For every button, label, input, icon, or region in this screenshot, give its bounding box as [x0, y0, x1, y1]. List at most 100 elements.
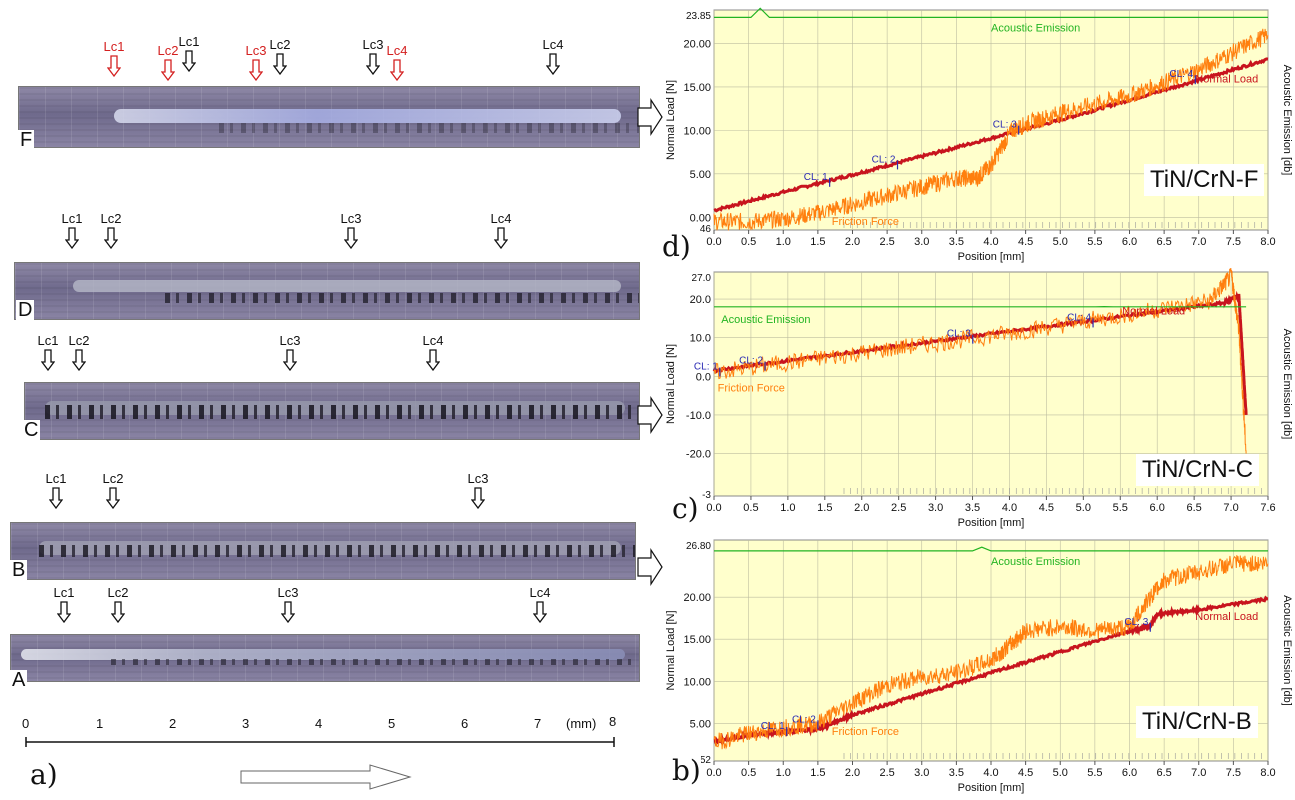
- connector-arrow: [637, 548, 663, 586]
- sample-label-f: F: [18, 130, 34, 150]
- x-tick-label: 7.5: [1226, 767, 1241, 779]
- x-tick-label: 0.0: [706, 236, 721, 248]
- x-tick-label: 0.0: [706, 767, 721, 779]
- scale-bar: [20, 734, 620, 750]
- chart-tag: TiN/CrN-F: [1144, 164, 1264, 196]
- label-normal-load: Normal Load: [1195, 74, 1258, 86]
- micrograph-f: [18, 86, 640, 148]
- x-tick-label: 7.0: [1223, 502, 1238, 514]
- scale-tick: 1: [96, 716, 103, 731]
- x-tick-label: 4.0: [983, 236, 998, 248]
- x-tick-label: 3.0: [914, 236, 929, 248]
- critical-load-label: CL: 1: [761, 721, 785, 732]
- marker-a-lc1: Lc1: [46, 586, 82, 623]
- y-tick-label: 20.0: [690, 294, 711, 306]
- marker-c-lc4: Lc4: [415, 334, 451, 371]
- micrograph-panel: F Lc1 Lc2 Lc1 Lc3 Lc2 Lc3 Lc4 Lc4 D Lc1 …: [0, 0, 650, 797]
- x-tick-label: 6.5: [1186, 502, 1201, 514]
- x-tick-label: 5.0: [1076, 502, 1091, 514]
- x-tick-label: 2.0: [845, 767, 860, 779]
- y-tick-label: -10.0: [686, 410, 711, 422]
- sample-label-a: A: [10, 670, 27, 690]
- critical-load-label: CL: 3: [947, 329, 971, 340]
- label-acoustic-emission: Acoustic Emission: [991, 556, 1080, 568]
- x-tick-label: 3.5: [949, 767, 964, 779]
- label-friction-force: Friction Force: [718, 383, 785, 395]
- x-tick-label: 4.0: [1002, 502, 1017, 514]
- y-top-label: 26.80: [686, 541, 711, 552]
- y-tick-label: 5.00: [690, 169, 711, 181]
- micrograph-d: [14, 262, 640, 320]
- x-tick-label: 1.5: [810, 767, 825, 779]
- x-tick-label: 5.5: [1087, 767, 1102, 779]
- marker-c-lc2: Lc2: [61, 334, 97, 371]
- x-tick-label: 3.5: [965, 502, 980, 514]
- critical-load-label: CL: 4: [1169, 69, 1193, 80]
- critical-load-label: CL: 3: [993, 120, 1017, 131]
- y-axis-label: Normal Load [N]: [665, 344, 677, 424]
- x-tick-label: 1.0: [780, 502, 795, 514]
- critical-load-label: CL: 1: [694, 361, 718, 372]
- y2-axis-label: Acoustic Emission [db]: [1281, 65, 1292, 176]
- scale-tick: 6: [461, 716, 468, 731]
- marker-a-lc4: Lc4: [522, 586, 558, 623]
- critical-load-label: CL: 2: [872, 154, 896, 165]
- x-tick-label: 7.0: [1191, 767, 1206, 779]
- x-tick-label: 5.5: [1113, 502, 1128, 514]
- micrograph-a: [10, 634, 640, 682]
- x-tick-label: 1.0: [776, 767, 791, 779]
- critical-load-label: CL: 4: [1067, 312, 1091, 323]
- panel-label-a: a): [30, 758, 58, 791]
- y-tick-label: 10.00: [683, 676, 711, 688]
- scale-unit: (mm): [566, 716, 596, 731]
- marker-b-lc2: Lc2: [95, 472, 131, 509]
- scale-tick: 7: [534, 716, 541, 731]
- critical-load-label: CL: 3: [1124, 617, 1148, 628]
- marker-d-lc1: Lc1: [54, 212, 90, 249]
- critical-load-label: CL: 2: [739, 356, 763, 367]
- sample-label-d: D: [16, 300, 34, 320]
- x-tick-label: 0.5: [741, 767, 756, 779]
- y-axis-label: Normal Load [N]: [665, 80, 677, 160]
- marker-b-lc1: Lc1: [38, 472, 74, 509]
- micrograph-c: [24, 382, 640, 440]
- micrograph-b: [10, 522, 636, 580]
- marker-b-lc3: Lc3: [460, 472, 496, 509]
- x-tick-label: 1.5: [817, 502, 832, 514]
- marker-d-lc2: Lc2: [93, 212, 129, 249]
- x-tick-label: 4.5: [1018, 236, 1033, 248]
- x-tick-label: 2.5: [879, 236, 894, 248]
- x-tick-label: 4.5: [1039, 502, 1054, 514]
- x-tick-label: 6.0: [1150, 502, 1165, 514]
- x-tick-label: 8.0: [1260, 236, 1275, 248]
- label-friction-force: Friction Force: [832, 216, 899, 228]
- y-bottom-label: 46: [700, 224, 712, 235]
- label-friction-force: Friction Force: [832, 726, 899, 738]
- label-acoustic-emission: Acoustic Emission: [991, 22, 1080, 34]
- x-tick-label: 5.0: [1053, 236, 1068, 248]
- panel-label-b: b): [672, 756, 701, 786]
- panel-label-d: d): [662, 232, 691, 262]
- sample-label-b: B: [10, 560, 27, 580]
- y-top-label: 27.0: [692, 273, 712, 284]
- marker-d-lc4: Lc4: [483, 212, 519, 249]
- x-tick-label: 2.0: [845, 236, 860, 248]
- scale-tick: 2: [169, 716, 176, 731]
- y-tick-label: 20.00: [683, 38, 711, 50]
- x-tick-label: 0.5: [743, 502, 758, 514]
- marker-a-lc2: Lc2: [100, 586, 136, 623]
- y-bottom-label: -3: [702, 490, 711, 501]
- scale-tick: 0: [22, 716, 29, 731]
- x-tick-label: 0.0: [706, 502, 721, 514]
- marker-c-lc3: Lc3: [272, 334, 308, 371]
- label-normal-load: Normal Load: [1195, 611, 1258, 623]
- x-tick-label: 6.0: [1122, 236, 1137, 248]
- x-tick-label: 7.5: [1226, 236, 1241, 248]
- chart-tag: TiN/CrN-C: [1136, 454, 1259, 486]
- x-tick-label: 2.5: [879, 767, 894, 779]
- x-tick-label: 4.5: [1018, 767, 1033, 779]
- panel-label-c: c): [672, 494, 699, 524]
- x-tick-label: 4.0: [983, 767, 998, 779]
